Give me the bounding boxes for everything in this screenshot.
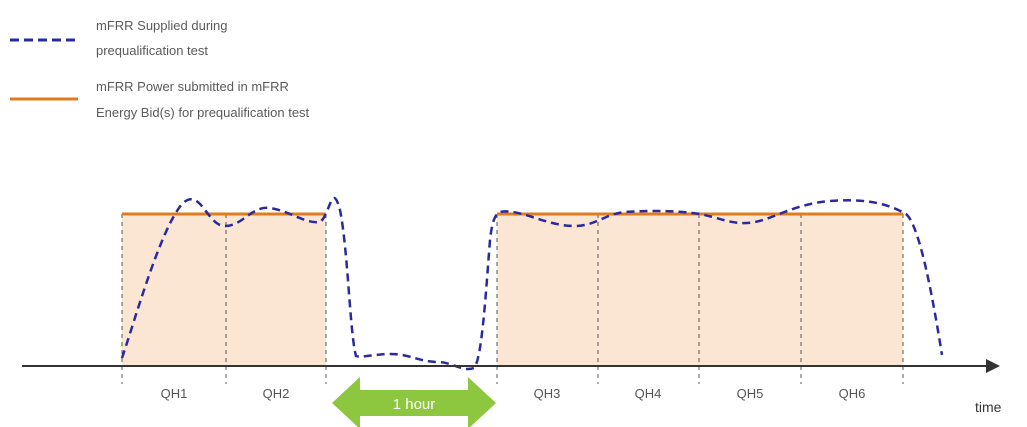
qh-label: QH4 <box>635 386 662 401</box>
legend-supplied-label-line2: prequalification test <box>96 43 208 58</box>
time-axis-label: time <box>975 399 1002 415</box>
legend: mFRR Supplied during prequalification te… <box>10 18 310 120</box>
double-arrow-icon <box>332 377 496 427</box>
one-hour-gap-indicator: 1 hour <box>332 377 496 427</box>
qh-label: QH1 <box>161 386 188 401</box>
time-axis-arrowhead <box>986 359 1000 373</box>
legend-supplied-label-line1: mFRR Supplied during <box>96 18 228 33</box>
submitted-blocks <box>122 214 903 366</box>
legend-submitted-label-line2: Energy Bid(s) for prequalification test <box>96 105 310 120</box>
one-hour-label: 1 hour <box>393 396 436 413</box>
block-second <box>497 214 903 366</box>
qh-label: QH2 <box>263 386 290 401</box>
supplied-curve <box>120 196 944 371</box>
quarter-hour-labels: QH1 QH2 QH3 QH4 QH5 QH6 <box>161 386 866 401</box>
qh-label: QH5 <box>737 386 764 401</box>
time-axis: time <box>22 359 1002 415</box>
legend-submitted-label-line1: mFRR Power submitted in mFRR <box>96 79 289 94</box>
qh-label: QH3 <box>534 386 561 401</box>
block-first <box>122 214 326 366</box>
qh-label: QH6 <box>839 386 866 401</box>
